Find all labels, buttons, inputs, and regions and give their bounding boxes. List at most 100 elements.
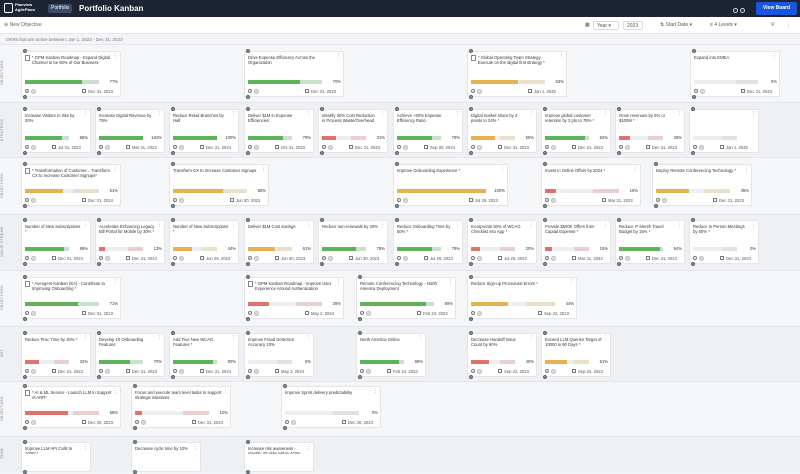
- link-icon[interactable]: [135, 420, 139, 424]
- link-icon[interactable]: [99, 369, 103, 373]
- card-menu-icon[interactable]: ⋮: [157, 111, 162, 117]
- link-icon[interactable]: [285, 420, 289, 424]
- app-logo[interactable]: Planview AgilePlace: [4, 2, 42, 15]
- link-icon[interactable]: [619, 256, 623, 260]
- card-menu-icon[interactable]: ⋮: [157, 222, 162, 228]
- card-menu-icon[interactable]: ⋮: [83, 335, 88, 341]
- card-menu-icon[interactable]: ⋮: [306, 335, 311, 341]
- card-menu-icon[interactable]: ⋮: [744, 166, 749, 172]
- card-menu-icon[interactable]: ⋮: [261, 166, 266, 172]
- filter-icon[interactable]: ⚲: [771, 22, 775, 28]
- card-menu-icon[interactable]: ⋮: [455, 111, 460, 117]
- okr-card[interactable]: Reduce Proc Time by 20% * ⋮ 32% Dec 31, 202…: [21, 333, 91, 377]
- card-menu-icon[interactable]: ⋮: [677, 111, 682, 117]
- link-icon[interactable]: [694, 89, 698, 93]
- card-menu-icon[interactable]: ⋮: [113, 53, 118, 59]
- card-menu-icon[interactable]: ⋮: [113, 279, 118, 285]
- link-icon[interactable]: [397, 256, 401, 260]
- okr-card[interactable]: Expand into EMEA ⋮ 0% Dec 31, 2023: [690, 51, 780, 97]
- card-menu-icon[interactable]: ⋮: [306, 444, 311, 450]
- card-menu-icon[interactable]: ⋮: [380, 222, 385, 228]
- okr-card[interactable]: * Global Operating Team Strategy - Execu…: [467, 51, 567, 97]
- okr-card[interactable]: Improve global customer retention by 3 p…: [541, 109, 611, 153]
- okr-card[interactable]: Accelerate Enhancing Legacy Bill Portal …: [95, 220, 165, 264]
- okr-card[interactable]: Improve Sprint delivery predictability ⋮ 0…: [281, 386, 381, 428]
- card-menu-icon[interactable]: ⋮: [231, 222, 236, 228]
- okr-card[interactable]: Improve Fraud Detection Accuracy 10% ⋮ 0% M…: [244, 333, 314, 377]
- okr-card[interactable]: North America Online ⋮ 89% Feb 24, 2023: [356, 333, 426, 377]
- settings-icon[interactable]: [733, 8, 738, 13]
- okr-card[interactable]: Focus and execute team level tasks to su…: [131, 386, 231, 428]
- card-menu-icon[interactable]: ⋮: [448, 279, 453, 285]
- year-input[interactable]: 2023: [623, 21, 643, 30]
- card-menu-icon[interactable]: ⋮: [336, 53, 341, 59]
- link-icon[interactable]: [545, 256, 549, 260]
- card-menu-icon[interactable]: ⋮: [529, 111, 534, 117]
- link-icon[interactable]: [656, 198, 660, 202]
- link-icon[interactable]: [248, 311, 252, 315]
- card-menu-icon[interactable]: ⋮: [603, 111, 608, 117]
- link-icon[interactable]: [471, 89, 475, 93]
- link-icon[interactable]: [397, 198, 401, 202]
- card-menu-icon[interactable]: ⋮: [559, 53, 564, 59]
- card-menu-icon[interactable]: ⋮: [193, 444, 198, 450]
- okr-card[interactable]: Increase risk awareness - Identify 20 ri…: [244, 442, 314, 472]
- card-menu-icon[interactable]: ⋮: [772, 53, 777, 59]
- okr-card[interactable]: Reduce Retail Branches by Half ⋮ 100% Dec 3…: [169, 109, 239, 153]
- link-icon[interactable]: [99, 256, 103, 260]
- link-icon[interactable]: [25, 89, 29, 93]
- link-icon[interactable]: [25, 145, 29, 149]
- okr-card[interactable]: Achieve ~50% Expense Efficiency Ratio ⋮ 79…: [393, 109, 463, 153]
- link-icon[interactable]: [322, 256, 326, 260]
- okr-card[interactable]: Reduce In Person Meetings by 50% * ⋮ 0% Dec…: [689, 220, 759, 264]
- link-icon[interactable]: [471, 145, 475, 149]
- okr-card[interactable]: ⋮ Jan 1, 2025: [689, 109, 759, 153]
- link-icon[interactable]: [545, 145, 549, 149]
- okr-card[interactable]: Exceed LLM Queries Target of 10000 in 90…: [541, 333, 611, 377]
- view-board-button[interactable]: View Board: [756, 2, 797, 15]
- card-menu-icon[interactable]: ⋮: [751, 222, 756, 228]
- okr-card[interactable]: Identify 30% Cost Reduction in Process W…: [318, 109, 388, 153]
- link-icon[interactable]: [545, 198, 549, 202]
- okr-card[interactable]: Number of New Subscriptions * ⋮ 44% Jun 29,…: [169, 220, 239, 264]
- card-menu-icon[interactable]: ⋮: [418, 335, 423, 341]
- card-menu-icon[interactable]: ⋮: [223, 388, 228, 394]
- okr-card[interactable]: * GPM Kanban Roadmap - Improve User Expe…: [244, 277, 344, 319]
- okr-card[interactable]: Drive Expense Efficiency Across the Orga…: [244, 51, 344, 97]
- card-menu-icon[interactable]: ⋮: [231, 111, 236, 117]
- link-icon[interactable]: [693, 145, 697, 149]
- card-menu-icon[interactable]: ⋮: [83, 222, 88, 228]
- link-icon[interactable]: [25, 369, 29, 373]
- okr-card[interactable]: * Avengers Kanban (EA) - Contribute to I…: [21, 277, 121, 319]
- okr-card[interactable]: Transform CX to Increase Customer Signup…: [169, 164, 269, 206]
- workspace-pill[interactable]: Portfolio: [48, 4, 73, 13]
- card-menu-icon[interactable]: ⋮: [633, 166, 638, 172]
- link-icon[interactable]: [25, 420, 29, 424]
- link-icon[interactable]: [693, 256, 697, 260]
- okr-card[interactable]: Reduce non-renewals by 30% ⋮ 78% Jun 30, 20…: [318, 220, 388, 264]
- okr-card[interactable]: * AI & ML Service - Launch LLM in Suppor…: [21, 386, 121, 428]
- card-menu-icon[interactable]: ⋮: [500, 166, 505, 172]
- more-icon[interactable]: ⋮: [786, 22, 791, 28]
- okr-card[interactable]: Increase Digital Revenue by 75% ⋮ 104% Mar …: [95, 109, 165, 153]
- card-menu-icon[interactable]: ⋮: [83, 111, 88, 117]
- link-icon[interactable]: [471, 369, 475, 373]
- okr-card[interactable]: Number of New Subscriptions * ⋮ 88% Dec 31,…: [21, 220, 91, 264]
- okr-card[interactable]: Remote Conferencing Technology - North A…: [356, 277, 456, 319]
- okr-card[interactable]: Deploy Remote Conferencing Technology * ⋮…: [652, 164, 752, 206]
- card-menu-icon[interactable]: ⋮: [336, 279, 341, 285]
- okr-card[interactable]: Deliver $1M in Expense Efficiencies ⋮ 79% O…: [244, 109, 314, 153]
- card-menu-icon[interactable]: ⋮: [83, 444, 88, 450]
- link-icon[interactable]: [360, 311, 364, 315]
- link-icon[interactable]: [360, 369, 364, 373]
- link-icon[interactable]: [25, 256, 29, 260]
- link-icon[interactable]: [545, 369, 549, 373]
- card-menu-icon[interactable]: ⋮: [113, 166, 118, 172]
- card-menu-icon[interactable]: ⋮: [677, 222, 682, 228]
- card-menu-icon[interactable]: ⋮: [529, 335, 534, 341]
- okr-card[interactable]: Provide $500K Offers from Capital Expens…: [541, 220, 611, 264]
- calendar-icon[interactable]: ▦: [585, 22, 590, 28]
- card-menu-icon[interactable]: ⋮: [751, 111, 756, 117]
- okr-card[interactable]: Add Five New WCAG Features * ⋮ 90% Dec 31, …: [169, 333, 239, 377]
- card-menu-icon[interactable]: ⋮: [157, 335, 162, 341]
